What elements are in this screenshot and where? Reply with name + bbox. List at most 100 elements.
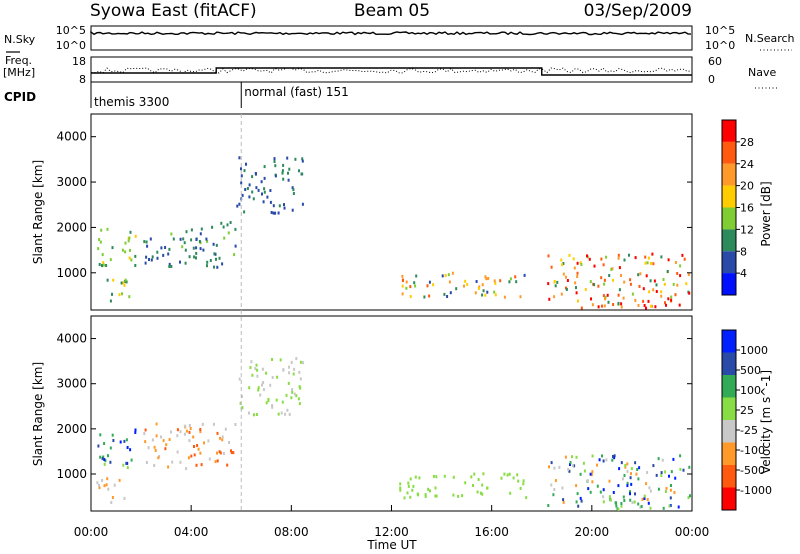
- data-cell: [122, 463, 125, 467]
- date-title: 03/Sep/2009: [584, 1, 692, 21]
- data-cell: [215, 243, 218, 247]
- data-cell: [102, 263, 105, 267]
- data-cell: [150, 258, 153, 262]
- data-cell: [602, 263, 605, 267]
- data-cell: [588, 257, 591, 261]
- data-cell: [275, 398, 278, 402]
- data-cell: [602, 294, 605, 298]
- data-cell: [519, 487, 522, 490]
- data-cell: [441, 274, 444, 278]
- data-cell: [185, 230, 188, 234]
- y-tick-label: 4000: [56, 130, 87, 144]
- data-cell: [276, 375, 279, 379]
- data-cell: [250, 360, 253, 364]
- data-cell: [434, 486, 437, 490]
- data-cell: [432, 283, 435, 287]
- data-cell: [282, 163, 285, 167]
- data-cell: [134, 431, 137, 434]
- data-cell: [124, 250, 127, 254]
- data-cell: [238, 202, 241, 206]
- data-cell: [234, 227, 237, 231]
- data-cell: [287, 171, 289, 175]
- data-cell: [589, 280, 592, 284]
- nave-tick-bottom: 0: [708, 73, 715, 86]
- data-cell: [427, 487, 430, 491]
- data-cell: [629, 498, 632, 502]
- data-cell: [417, 493, 420, 497]
- data-cell: [102, 261, 105, 265]
- data-cell: [611, 458, 614, 462]
- data-cell: [214, 460, 217, 464]
- data-cell: [286, 156, 289, 160]
- data-cell: [199, 232, 202, 236]
- data-cell: [676, 272, 679, 275]
- data-cell: [257, 388, 260, 392]
- data-cell: [260, 180, 263, 184]
- cpid-mode-1: themis 3300: [94, 95, 169, 109]
- data-cell: [102, 455, 105, 459]
- data-cell: [428, 280, 431, 284]
- data-cell: [112, 278, 115, 282]
- data-cell: [218, 256, 221, 260]
- data-cell: [602, 488, 605, 492]
- data-cell: [651, 252, 654, 256]
- data-cell: [195, 251, 198, 255]
- data-cell: [630, 467, 633, 471]
- data-cell: [101, 457, 104, 461]
- data-cell: [134, 264, 137, 267]
- data-cell: [208, 457, 211, 461]
- data-cell: [604, 297, 606, 301]
- data-cell: [170, 265, 173, 268]
- freq-label-2: [MHz]: [3, 66, 35, 79]
- data-cell: [620, 502, 623, 505]
- data-cell: [605, 458, 608, 462]
- data-cell: [676, 283, 679, 287]
- data-cell: [664, 301, 666, 305]
- colorbar-tick-label: -25: [740, 424, 758, 437]
- data-cell: [123, 497, 126, 500]
- data-cell: [145, 461, 148, 464]
- data-cell: [251, 373, 254, 377]
- data-cell: [155, 422, 158, 426]
- data-cell: [631, 292, 634, 296]
- data-cell: [649, 506, 652, 510]
- data-cell: [652, 262, 655, 266]
- data-cell: [617, 253, 620, 257]
- data-cell: [575, 291, 578, 295]
- data-cell: [522, 482, 525, 486]
- data-cell: [579, 496, 582, 500]
- data-cell: [176, 450, 179, 454]
- data-cell: [183, 241, 186, 245]
- data-cell: [266, 195, 269, 199]
- data-cell: [626, 469, 629, 473]
- data-cell: [615, 504, 618, 508]
- data-cell: [164, 447, 167, 451]
- data-cell: [205, 237, 208, 241]
- x-axis-label: Time UT: [366, 538, 417, 552]
- data-cell: [603, 278, 606, 282]
- colorbar-tick-label: -1000: [740, 484, 772, 497]
- data-cell: [96, 481, 99, 485]
- data-cell: [485, 277, 488, 281]
- data-cell: [101, 264, 103, 268]
- data-cell: [638, 284, 641, 288]
- data-cell: [657, 457, 660, 461]
- data-cell: [101, 479, 104, 482]
- data-cell: [494, 293, 497, 297]
- data-cell: [216, 459, 219, 463]
- data-cell: [145, 240, 148, 244]
- power-frame: [90, 113, 693, 311]
- data-cell: [423, 295, 426, 299]
- data-cell: [297, 397, 300, 401]
- data-cell: [179, 260, 181, 264]
- data-cell: [274, 174, 277, 178]
- data-cell: [647, 501, 650, 505]
- data-cell: [664, 490, 667, 493]
- data-cell: [519, 295, 522, 299]
- data-cell: [494, 281, 497, 285]
- search-tick-bottom: 10^0: [705, 39, 735, 52]
- data-cell: [660, 290, 663, 294]
- data-cell: [643, 497, 646, 500]
- data-cell: [199, 430, 202, 434]
- power-y-label: Slant Range [km]: [31, 160, 45, 264]
